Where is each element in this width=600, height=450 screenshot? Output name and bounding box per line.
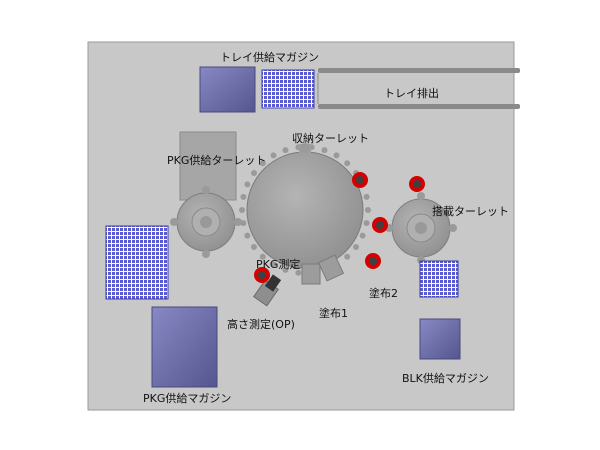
red-markers	[254, 172, 425, 283]
label-mounting-turret: 搭載ターレット	[432, 205, 509, 218]
pkg-supply-magazine	[151, 306, 218, 388]
tray-supply-tray-grid	[261, 69, 315, 109]
storage-turret	[299, 143, 311, 154]
index-table-pin	[240, 220, 247, 227]
index-table-pin	[282, 266, 289, 273]
index-table-pin	[270, 152, 277, 159]
label-tray-discharge: トレイ排出	[384, 86, 439, 100]
blk-supply-magazine	[419, 318, 461, 360]
index-table-pin	[353, 244, 359, 250]
index-table-pin	[321, 147, 328, 154]
pkg-measurement-station	[301, 263, 321, 285]
tray-supply-magazine	[199, 66, 256, 113]
index-table-pin	[363, 220, 370, 227]
label-pkg-supply-turret: PKG供給ターレット	[167, 153, 266, 167]
label-coating-2: 塗布2	[369, 286, 398, 300]
index-table-pin	[344, 160, 351, 167]
index-table-pin	[365, 207, 371, 213]
index-table-pin	[282, 147, 289, 154]
blk-tray-grid	[419, 260, 459, 298]
height-measurement-head	[264, 274, 282, 292]
index-table-pin	[333, 152, 340, 159]
pkg-supply-rail	[179, 131, 237, 201]
index-table-pin	[251, 244, 257, 250]
index-table-pin	[244, 232, 251, 239]
index-table-pin	[239, 207, 245, 213]
index-table-pin	[270, 261, 277, 268]
index-table-pin	[240, 193, 247, 200]
label-pkg-measurement: PKG測定	[256, 257, 300, 271]
label-storage-turret: 収納ターレット	[292, 132, 369, 145]
index-table-pin	[259, 253, 266, 260]
index-table-pin	[295, 269, 302, 276]
coating-1-station	[317, 254, 345, 282]
label-tray-supply-magazine: トレイ供給マガジン	[220, 50, 319, 64]
label-height-measurement: 高さ測定(OP)	[227, 317, 295, 331]
label-pkg-supply-magazine: PKG供給マガジン	[143, 391, 231, 405]
pkg-tray-grid	[105, 225, 169, 300]
label-blk-supply-magazine: BLK供給マガジン	[402, 371, 489, 385]
index-table-pin	[244, 181, 251, 188]
tray-discharge-rails	[317, 68, 520, 109]
label-coating-1: 塗布1	[319, 306, 348, 320]
index-table-pin	[359, 232, 366, 239]
index-table-pin	[363, 193, 370, 200]
index-table-pin	[251, 170, 257, 176]
mounting-turret	[385, 192, 457, 264]
index-table-pin	[344, 253, 351, 260]
main-index-table	[246, 151, 364, 269]
index-table-pin	[259, 160, 266, 167]
pkg-supply-turret	[170, 186, 242, 258]
